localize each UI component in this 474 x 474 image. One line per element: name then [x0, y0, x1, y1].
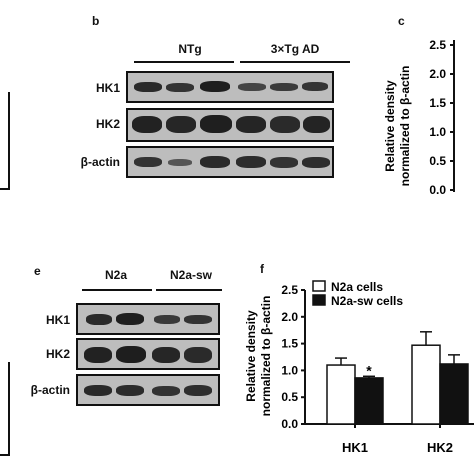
panel-e-blot-actin [76, 374, 220, 406]
band [200, 156, 230, 168]
panel-b-blot-hk2 [126, 108, 334, 142]
band [116, 385, 144, 396]
panel-e-blot-hk2 [76, 338, 220, 370]
panel-e-group-n2asw: N2a-sw [169, 268, 213, 282]
panel-c-tick-2.5: 2.5 [429, 38, 446, 52]
chart-bar-n2a [411, 344, 441, 425]
chart-legend-label: N2a cells [331, 280, 383, 294]
panel-b-letter: b [92, 14, 100, 28]
band [303, 116, 330, 133]
chart-y-tick-label: 2.5 [281, 283, 298, 297]
panel-b-row-label-hk1: HK1 [95, 81, 120, 95]
band [154, 315, 180, 324]
chart-ylabel-line2: normalized to β-actin [259, 296, 273, 417]
band [184, 315, 212, 324]
panel-b-row-label-hk2: HK2 [95, 117, 120, 131]
panel-e-group-n2a: N2a [104, 268, 127, 282]
chart-y-tick-label: 0.5 [281, 390, 298, 404]
chart-bar-n2a [326, 364, 356, 425]
band [116, 346, 146, 363]
band [168, 159, 192, 166]
panel-b-blot-hk1 [126, 71, 334, 103]
band [302, 157, 330, 168]
chart-x-tick-label: HK1 [342, 440, 368, 455]
band [270, 116, 300, 133]
band [238, 83, 266, 91]
panel-e-row-label-hk1: HK1 [45, 313, 70, 327]
cropped-axis-top-base [0, 188, 10, 190]
band [184, 347, 212, 363]
cropped-axis-top [8, 92, 10, 190]
band [200, 81, 230, 92]
panel-b-group-line-ntg [134, 61, 234, 63]
band [236, 156, 266, 168]
chart-ylabel-line1: Relative density [244, 310, 258, 402]
cropped-axis-bottom-base [0, 454, 10, 456]
band [166, 116, 196, 133]
panel-c-tick-0.5: 0.5 [429, 154, 446, 168]
chart-significance-marker: * [366, 362, 372, 378]
panel-e-group-line-n2asw [156, 289, 222, 291]
chart-y-tick-label: 0.0 [281, 417, 298, 431]
panel-b-blot-actin [126, 146, 334, 178]
chart-legend-swatch [312, 280, 326, 292]
panel-c-tick-2.0: 2.0 [429, 67, 446, 81]
panel-c-letter: c [398, 14, 405, 28]
band [152, 386, 180, 396]
panel-c-tick-1.5: 1.5 [429, 96, 446, 110]
band [152, 347, 180, 363]
panel-f-letter: f [260, 262, 264, 276]
band [116, 313, 144, 325]
panel-e-letter: e [34, 264, 41, 278]
band [84, 385, 112, 396]
panel-b-group-line-3xtg [240, 61, 350, 63]
band [166, 83, 194, 92]
band [302, 82, 328, 91]
band [134, 82, 162, 92]
band [84, 347, 112, 363]
panel-e-blot-hk1 [76, 303, 220, 335]
chart-y-tick-label: 1.0 [281, 363, 298, 377]
panel-e-row-label-actin: β-actin [30, 383, 70, 397]
chart-bar-n2a-sw [354, 377, 384, 425]
panel-e-row-label-hk2: HK2 [45, 347, 70, 361]
chart-legend-label: N2a-sw cells [331, 294, 403, 308]
chart-x-tick-label: HK2 [427, 440, 453, 455]
chart-y-tick-label: 2.0 [281, 310, 298, 324]
panel-e-group-line-n2a [82, 289, 152, 291]
band [200, 115, 232, 133]
panel-b-group-ntg: NTg [178, 42, 202, 56]
panel-b-group-3xtg: 3×Tg AD [270, 42, 320, 56]
chart-y-tick-label: 1.5 [281, 337, 298, 351]
band [134, 157, 162, 167]
chart-bar-n2a-sw [439, 363, 469, 425]
panel-c-axes: Relative density normalized to β-actin 2… [383, 38, 455, 197]
panel-c-tick-1.0: 1.0 [429, 125, 446, 139]
panel-c-ylabel-line2: normalized to β-actin [398, 66, 412, 187]
panel-c-tick-0.0: 0.0 [429, 183, 446, 197]
panel-b-row-label-actin: β-actin [80, 155, 120, 169]
panel-c-ylabel-line1: Relative density [383, 80, 397, 172]
cropped-axis-bottom [8, 362, 10, 456]
band [270, 157, 298, 168]
band [184, 385, 212, 396]
band [86, 314, 112, 325]
chart-legend-swatch [312, 294, 326, 306]
band [236, 116, 266, 133]
band [270, 83, 298, 91]
band [132, 116, 162, 133]
